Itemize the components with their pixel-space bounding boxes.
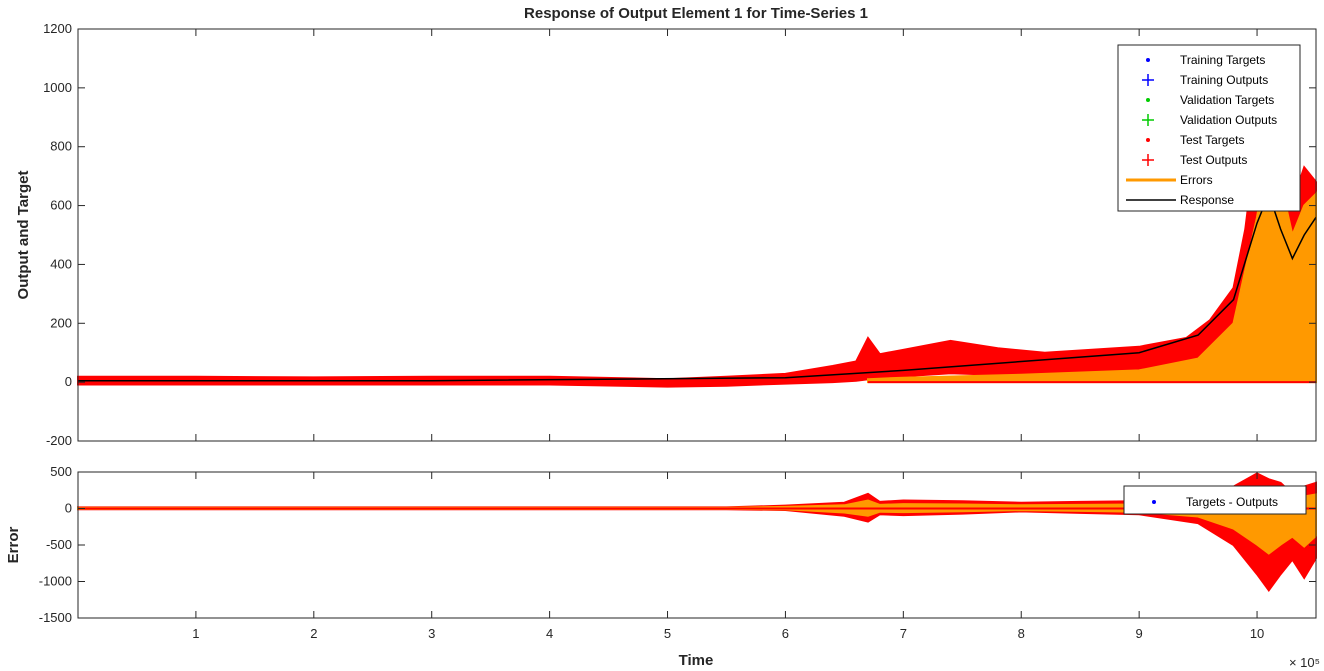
- legend-plus-marker: [1142, 74, 1154, 86]
- legend-plus-marker: [1142, 154, 1154, 166]
- legend-label: Training Outputs: [1180, 73, 1268, 87]
- x-tick-label: 3: [428, 626, 435, 641]
- x-axis-multiplier: × 10⁵: [1289, 655, 1320, 670]
- legend-label: Targets - Outputs: [1186, 495, 1278, 509]
- response-line: [78, 191, 1317, 382]
- top-y-tick-label: 0: [65, 374, 72, 389]
- x-tick-label: 9: [1136, 626, 1143, 641]
- top-y-tick-label: 800: [50, 139, 72, 154]
- x-tick-label: 7: [900, 626, 907, 641]
- bottom-legend-box: [1123, 485, 1307, 515]
- top-plot-frame: [77, 28, 1317, 442]
- bottom-legend: Targets - Outputs: [1123, 485, 1307, 515]
- legend-label: Validation Targets: [1180, 93, 1274, 107]
- bottom-y-tick-label: -1000: [39, 574, 72, 589]
- legend-label: Test Targets: [1180, 133, 1244, 147]
- x-tick-label: 8: [1018, 626, 1025, 641]
- legend-label: Test Outputs: [1180, 153, 1247, 167]
- bottom-y-tick-label: 500: [50, 464, 72, 479]
- legend-dot-marker: [1146, 58, 1150, 62]
- top-y-tick-label: -200: [46, 433, 72, 448]
- bottom-y-tick-label: 0: [65, 501, 72, 516]
- bottom-y-tick-label: -1500: [39, 610, 72, 625]
- top-y-tick-label: 1000: [43, 80, 72, 95]
- top-y-tick-label: 1200: [43, 21, 72, 36]
- top-y-axis-label: Output and Target: [15, 171, 32, 300]
- x-tick-label: 2: [310, 626, 317, 641]
- bottom-plot-area: [78, 472, 1316, 618]
- legend-dot-marker: [1146, 138, 1150, 142]
- x-tick-label: 6: [782, 626, 789, 641]
- top-legend: Training Targets Training Outputs Validati…: [1117, 44, 1301, 212]
- top-plot: -200 0 200 400 600 800 1000 1200 Output and Tar…: [15, 21, 1317, 448]
- top-legend-box: [1117, 44, 1301, 212]
- x-tick-label: 4: [546, 626, 553, 641]
- bottom-y-tick-label: -500: [46, 537, 72, 552]
- legend-dot-marker: [1146, 98, 1150, 102]
- legend-label: Response: [1180, 193, 1234, 207]
- bottom-axis-ticks: 1 2 3 4 5 6 7 8 9 10 -1500 -1000 -500 0 500: [39, 464, 1316, 641]
- legend-label: Errors: [1180, 173, 1213, 187]
- bottom-plot-frame: [77, 471, 1317, 619]
- x-axis-label: Time: [679, 652, 714, 669]
- legend-plus-marker: [1142, 114, 1154, 126]
- x-tick-label: 10: [1250, 626, 1264, 641]
- x-tick-label: 5: [664, 626, 671, 641]
- top-axis-ticks: -200 0 200 400 600 800 1000 1200: [43, 21, 1316, 448]
- top-y-tick-label: 200: [50, 315, 72, 330]
- x-tick-label: 1: [192, 626, 199, 641]
- top-y-tick-label: 600: [50, 198, 72, 213]
- legend-label: Validation Outputs: [1180, 113, 1277, 127]
- bottom-y-axis-label: Error: [5, 527, 22, 564]
- legend-label: Training Targets: [1180, 53, 1265, 67]
- bottom-plot: 1 2 3 4 5 6 7 8 9 10 -1500 -1000 -500 0 500 Error Time…: [5, 464, 1320, 670]
- legend-dot-marker: [1152, 500, 1156, 504]
- chart-title: Response of Output Element 1 for Time-Se…: [524, 5, 868, 22]
- top-y-tick-label: 400: [50, 256, 72, 271]
